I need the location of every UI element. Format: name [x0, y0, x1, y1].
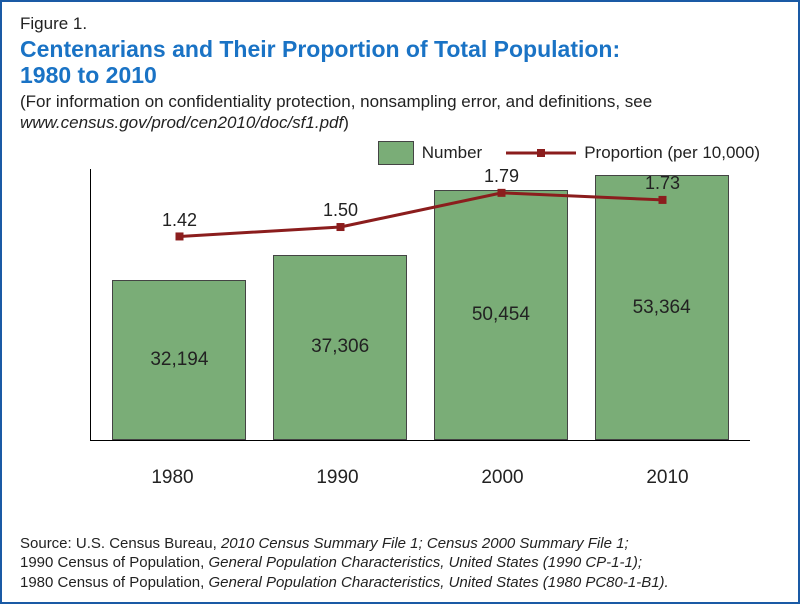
legend-number-label: Number — [422, 143, 482, 163]
bar-value-label: 50,454 — [472, 304, 530, 326]
subtitle-suffix: ) — [343, 113, 349, 132]
x-axis-labels: 1980199020002010 — [90, 467, 750, 489]
proportion-value-label: 1.73 — [645, 173, 680, 194]
source-line3-plain: 1980 Census of Population, — [20, 574, 208, 591]
title-line-2: 1980 to 2010 — [20, 62, 157, 88]
x-axis-label: 1980 — [90, 467, 255, 489]
x-axis-label: 2000 — [420, 467, 585, 489]
bar-value-label: 32,194 — [150, 349, 208, 371]
source-note: Source: U.S. Census Bureau, 2010 Census … — [20, 534, 780, 593]
chart-title: Centenarians and Their Proportion of Tot… — [20, 36, 780, 89]
bar-value-label: 37,306 — [311, 336, 369, 358]
legend-line-swatch — [506, 145, 576, 161]
source-line2-plain: 1990 Census of Population, — [20, 554, 208, 571]
bar-value-label: 53,364 — [633, 297, 691, 319]
chart-subtitle: (For information on confidentiality prot… — [20, 91, 780, 134]
bar: 53,364 — [595, 175, 729, 440]
proportion-value-label: 1.42 — [162, 210, 197, 231]
x-axis-label: 2010 — [585, 467, 750, 489]
bar: 50,454 — [434, 190, 568, 441]
title-line-1: Centenarians and Their Proportion of Tot… — [20, 36, 620, 62]
plot-region: 32,194 37,306 50,454 53,364 1.42 1.50 1.79 1.7… — [90, 169, 750, 441]
x-axis-label: 1990 — [255, 467, 420, 489]
legend: Number Proportion (per 10,000) — [378, 141, 760, 165]
source-line3-ital: General Population Characteristics, Unit… — [208, 574, 668, 591]
legend-proportion-label: Proportion (per 10,000) — [584, 143, 760, 163]
figure-label: Figure 1. — [20, 14, 780, 34]
proportion-value-label: 1.79 — [484, 166, 519, 187]
subtitle-link-text: www.census.gov/prod/cen2010/doc/sf1.pdf — [20, 113, 343, 132]
figure-frame: Figure 1. Centenarians and Their Proport… — [0, 0, 800, 604]
source-prefix: Source: U.S. Census Bureau, — [20, 535, 221, 552]
proportion-value-label: 1.50 — [323, 200, 358, 221]
subtitle-prefix: (For information on confidentiality prot… — [20, 92, 652, 111]
bar: 37,306 — [273, 255, 407, 441]
source-line2-ital: General Population Characteristics, Unit… — [208, 554, 642, 571]
bar-slot: 50,454 — [421, 169, 582, 440]
bar-slot: 53,364 — [581, 169, 742, 440]
source-part1: 2010 Census Summary File 1; Census 2000 … — [221, 535, 629, 552]
chart-area: Number Proportion (per 10,000) 32,194 37,… — [20, 141, 780, 451]
legend-bar-swatch — [378, 141, 414, 165]
bar: 32,194 — [112, 280, 246, 441]
